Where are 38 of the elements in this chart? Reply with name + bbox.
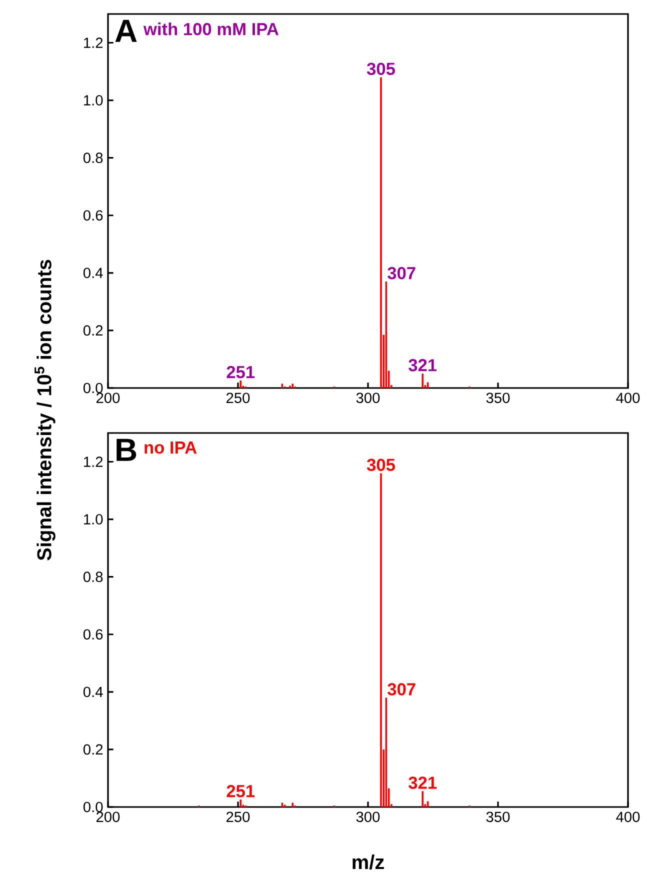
annotation: 321 [408,776,437,789]
y-axis-title: Signal intensity / 10$^{5}$ ion counts [34,260,56,560]
x-tick-label: 250 [226,812,250,822]
x-tick-label: 300 [356,392,380,404]
y-tick-label: 0.4 [83,268,103,278]
y-tick-label: 1.0 [84,95,103,106]
x-tick-label: 400 [616,812,640,822]
y-tick-label: 0.4 [83,686,103,698]
annotation: 307 [388,683,416,696]
x-tick-label: 400 [616,392,640,404]
y-tick-label: 0.8 [83,152,103,164]
y-tick-label: 0.6 [83,210,103,221]
annotation: 321 [408,359,437,372]
annotation: 307 [388,266,416,280]
annotation: 251 [226,784,255,798]
x-tick-label: 200 [96,392,120,404]
x-tick-label: 350 [486,392,510,404]
annotation: 305 [366,458,395,471]
y-tick-label: 1.2 [84,38,103,48]
y-tick-label: 0.2 [83,744,103,755]
x-tick-label: 200 [96,812,120,822]
x-tick-label: 300 [356,812,380,822]
y-tick-label: 0.6 [83,629,103,640]
annotation: 305 [366,62,395,76]
x-tick-label: 350 [486,812,510,822]
annotation: 251 [226,366,255,378]
y-tick-label: 1.0 [84,514,103,524]
chart-title: A [115,20,137,42]
chart-subtitle: with 100 mM IPA [143,22,279,36]
y-tick-label: 0.2 [83,325,103,336]
chart-title: B [116,438,136,461]
y-tick-label: 1.2 [84,456,103,467]
y-tick-label: 0.0 [83,382,103,394]
y-tick-label: 0.8 [83,572,103,582]
x-axis-title: m/z [352,854,384,870]
x-tick-label: 250 [226,392,250,404]
chart-subtitle: no IPA [144,442,197,454]
y-tick-label: 0.0 [83,802,103,812]
